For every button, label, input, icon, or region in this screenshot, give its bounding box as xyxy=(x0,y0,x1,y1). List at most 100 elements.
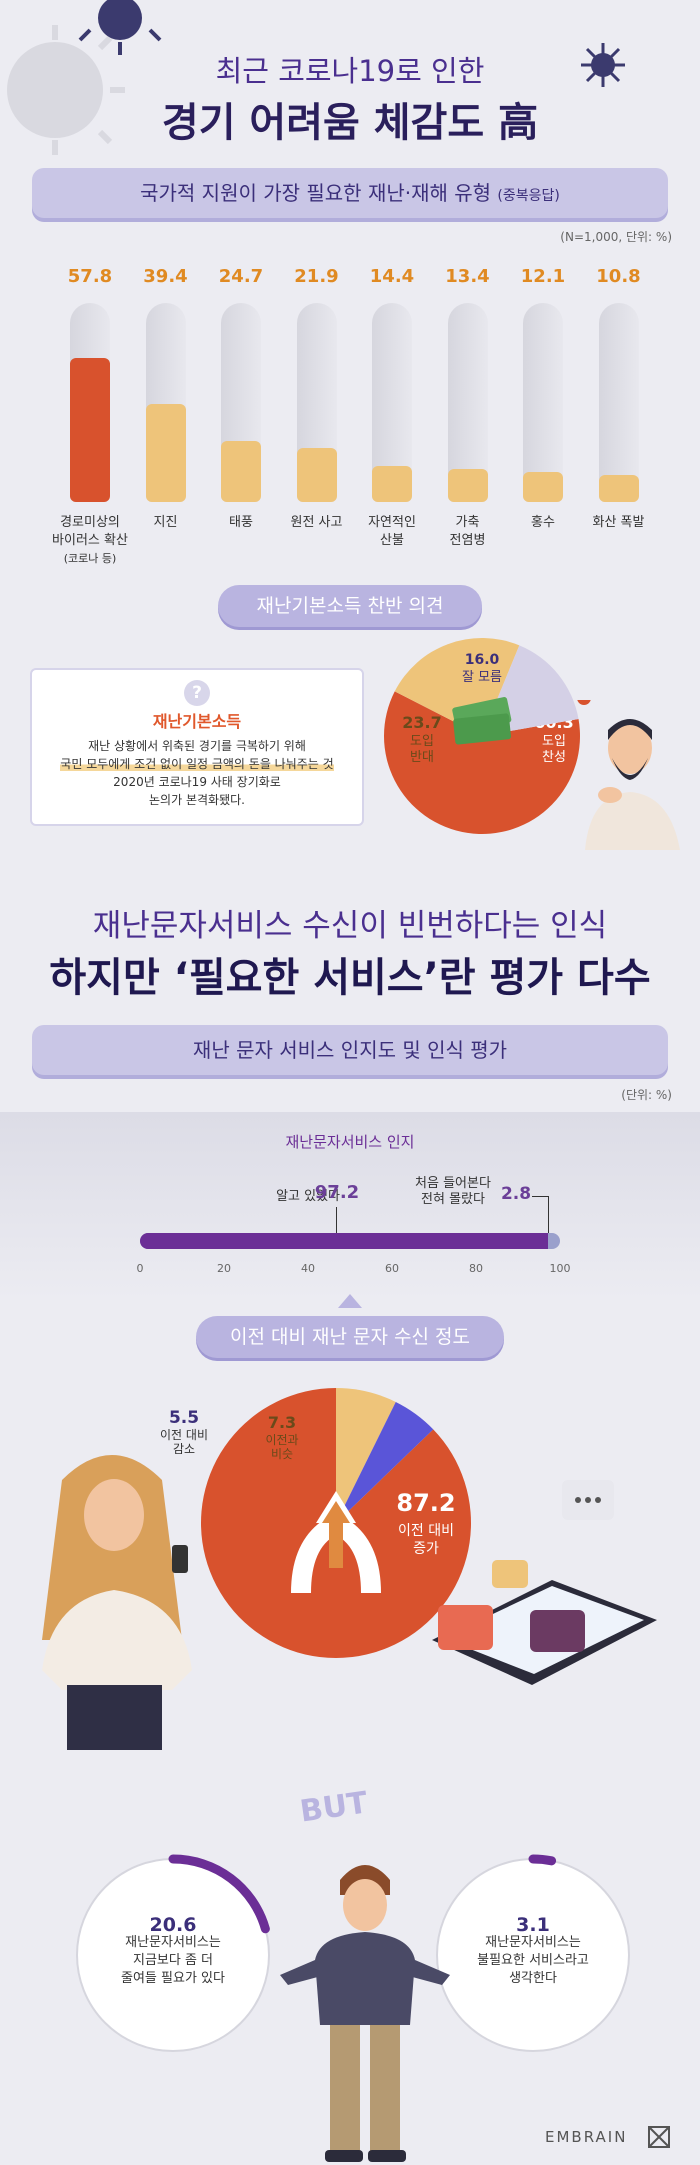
bar-fill xyxy=(598,475,639,502)
bar-category-label: 지진 xyxy=(121,514,211,532)
definition-title: 재난기본소득 xyxy=(152,712,242,731)
bar-fill xyxy=(296,447,337,502)
bar-category-line: 가축 xyxy=(455,515,480,530)
section1-title-pill: 국가적 지원이 가장 필요한 재난·재해 유형 (중복응답) xyxy=(32,168,668,218)
section2-headline2: 하지만 ‘필요한 서비스’란 평가 다수 xyxy=(49,955,651,1001)
brand-logo: EMBRAIN xyxy=(545,2128,628,2146)
pie-value-label: 16.0 xyxy=(465,652,500,668)
bar-category-line: 홍수 xyxy=(531,515,555,530)
bar-category-line: 태풍 xyxy=(229,515,253,530)
bar-category-label: 원전 사고 xyxy=(272,514,362,532)
pointer-triangle xyxy=(338,1294,362,1308)
virus-icon-dark xyxy=(78,0,162,55)
unnecessary-line1: 재난문자서비스는 xyxy=(485,1935,581,1950)
pie-slice-label: 이전 대비 xyxy=(160,1428,208,1442)
pie-value-label: 7.3 xyxy=(268,1413,296,1432)
pie-slice-label: 이전 대비 xyxy=(398,1523,454,1539)
definition-line1: 재난 상황에서 위축된 경기를 극복하기 위해 xyxy=(88,739,306,753)
section1-title: 국가적 지원이 가장 필요한 재난·재해 유형 xyxy=(140,181,492,205)
bar-category-line: 바이러스 확산 xyxy=(52,533,128,548)
money-icon xyxy=(453,713,512,745)
bar-category-sub: (코로나 등) xyxy=(63,552,117,565)
unnecessary-text: 3.1 재난문자서비스는 불필요한 서비스라고 생각한다 xyxy=(453,1916,613,1988)
bar-category-label: 화산 폭발 xyxy=(574,514,664,532)
reduce-need-line2: 지금보다 좀 더 xyxy=(132,1953,214,1968)
bar-value-label: 13.4 xyxy=(445,266,490,287)
pie-value-label: 5.5 xyxy=(169,1408,199,1428)
bar-fill xyxy=(372,466,412,502)
bar-category-line: 원전 사고 xyxy=(290,515,343,530)
bar-category-line: 자연적인 xyxy=(368,515,416,530)
reduce-need-line1: 재난문자서비스는 xyxy=(125,1935,221,1950)
section2-unit-note: (단위: %) xyxy=(621,1088,672,1102)
reduce-need-line3: 줄여들 필요가 있다 xyxy=(121,1971,225,1986)
bar-value-label: 10.8 xyxy=(596,266,641,287)
ring-progress-arc xyxy=(528,1854,557,1866)
pie1-title-tag: 재난기본소득 찬반 의견 xyxy=(218,585,482,627)
header-line1: 최근 코로나19로 인한 xyxy=(215,54,485,88)
bar-category-line: 경로미상의 xyxy=(60,515,120,530)
section1-unit-note: (N=1,000, 단위: %) xyxy=(560,230,672,244)
pie-slice-label: 찬성 xyxy=(542,750,566,765)
phone-chat-illustration xyxy=(432,1480,657,1685)
disaster-bar-chart: 57.8 경로미상의 바이러스 확산 (코로나 등) 39.4 지진 24.7 태풍 21.9 원… xyxy=(0,0,700,600)
virus-icon-large xyxy=(7,25,125,155)
shrugging-man-illustration xyxy=(280,1865,450,2162)
bar-category-label: 자연적인 산불 xyxy=(347,514,437,550)
woman-phone-illustration xyxy=(42,1455,192,1750)
definition-line2: 국민 모두에게 조건 없이 일정 금액의 돈을 나눠주는 것 xyxy=(60,757,334,771)
bar-value-label: 12.1 xyxy=(520,266,566,287)
pie-slice xyxy=(384,691,580,834)
header-line2: 경기 어려움 체감도 高 xyxy=(161,100,539,146)
bar-fill xyxy=(447,468,488,502)
pie2-title-tag: 이전 대비 재난 문자 수신 정도 xyxy=(196,1316,504,1358)
bar-category-line: 화산 폭발 xyxy=(592,515,645,530)
pie-slice-label: 도입 xyxy=(542,734,566,749)
increase-arrow-icon xyxy=(291,1513,381,1593)
but-text: BUT xyxy=(297,1785,370,1830)
increase-arrow-icon xyxy=(322,1501,350,1523)
bar-value-label: 21.9 xyxy=(294,266,339,287)
increase-arrow-icon xyxy=(329,1523,343,1568)
section2-title-pill: 재난 문자 서비스 인지도 및 인식 평가 xyxy=(32,1025,668,1075)
question-icon: ? xyxy=(184,680,210,706)
bar-fill xyxy=(70,358,110,502)
awareness-band xyxy=(0,1112,700,1302)
bar-fill xyxy=(523,471,563,502)
section1-title-note: (중복응답) xyxy=(497,188,560,204)
bar-fill xyxy=(221,440,261,502)
bar-track xyxy=(598,303,639,502)
bar-value-label: 57.8 xyxy=(67,266,113,287)
pie-slice-label: 증가 xyxy=(413,1541,439,1557)
brand-logo-icon xyxy=(648,2126,670,2148)
unnecessary-line2: 불필요한 서비스라고 xyxy=(477,1953,589,1968)
definition-box: ? 재난기본소득 재난 상황에서 위축된 경기를 극복하기 위해 국민 모두에게… xyxy=(30,668,364,826)
bar-category-line: 지진 xyxy=(153,515,178,530)
bar-category-label: 홍수 xyxy=(498,514,588,532)
reduce-need-value: 20.6 xyxy=(149,1914,197,1936)
pie-value-label: 23.7 xyxy=(402,713,441,732)
pie-slice-label: 잘 모름 xyxy=(462,670,502,685)
reduce-need-text: 20.6 재난문자서비스는 지금보다 좀 더 줄여들 필요가 있다 xyxy=(93,1916,253,1988)
pie-slice-label: 감소 xyxy=(173,1442,195,1456)
bar-value-label: 14.4 xyxy=(369,266,415,287)
bar-category-line: 전염병 xyxy=(449,533,486,548)
bar-value-label: 24.7 xyxy=(218,266,264,287)
pie-slice-label: 이전과 xyxy=(265,1433,298,1447)
bar-category-label: 태풍 xyxy=(196,514,286,532)
unnecessary-value: 3.1 xyxy=(516,1914,550,1936)
pie-slice-label: 비슷 xyxy=(271,1447,293,1461)
pie-slice-label: 반대 xyxy=(410,750,434,765)
unnecessary-ring xyxy=(436,1854,630,2052)
man-thinking-illustration xyxy=(577,700,680,850)
bar-track xyxy=(523,303,563,502)
virus-icon-small xyxy=(581,43,625,87)
definition-line3: 2020년 코로나19 사태 장기화로 xyxy=(113,775,281,789)
pie-value-label: 87.2 xyxy=(396,1489,455,1517)
bar-fill xyxy=(145,403,186,502)
